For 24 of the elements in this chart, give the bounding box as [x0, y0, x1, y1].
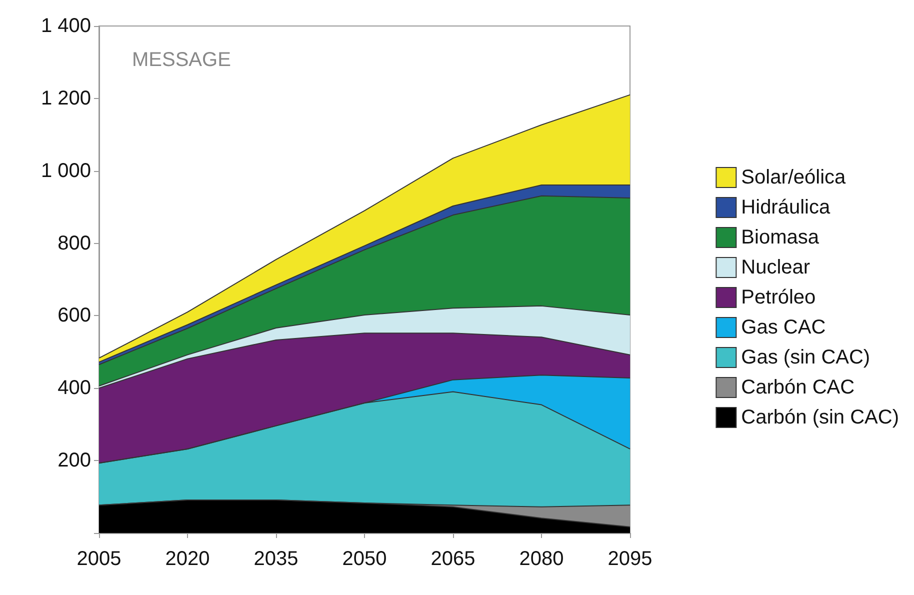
legend-label: Nuclear	[741, 256, 810, 278]
annotation: MESSAGE	[132, 49, 231, 71]
legend-label: Gas (sin CAC)	[741, 346, 870, 368]
y-tick-label: 1 400	[40, 15, 91, 37]
legend-label: Gas CAC	[741, 316, 826, 338]
y-tick-label: 1 000	[40, 160, 91, 182]
x-tick-label: 2035	[254, 548, 298, 570]
x-tick-label: 2020	[165, 548, 210, 570]
x-tick-label: 2080	[519, 548, 564, 570]
y-tick-label: 400	[58, 377, 91, 400]
legend-label: Petróleo	[741, 286, 816, 308]
y-tick-label: 200	[58, 450, 91, 472]
x-tick-label: 2065	[430, 548, 476, 570]
legend-label: Carbón (sin CAC)	[741, 406, 900, 428]
y-tick-label: 800	[58, 232, 91, 254]
x-tick-label: 2005	[76, 548, 122, 570]
legend-label: Biomasa	[741, 226, 820, 248]
y-tick-label: 1 200	[40, 87, 91, 110]
y-tick-label: 600	[58, 304, 91, 327]
legend-label: Carbón CAC	[741, 376, 855, 398]
legend-label: Solar/eólica	[741, 166, 847, 188]
x-tick-label: 2050	[342, 548, 387, 570]
x-tick-label: 2095	[608, 548, 652, 570]
legend-label: Hidráulica	[741, 196, 831, 218]
